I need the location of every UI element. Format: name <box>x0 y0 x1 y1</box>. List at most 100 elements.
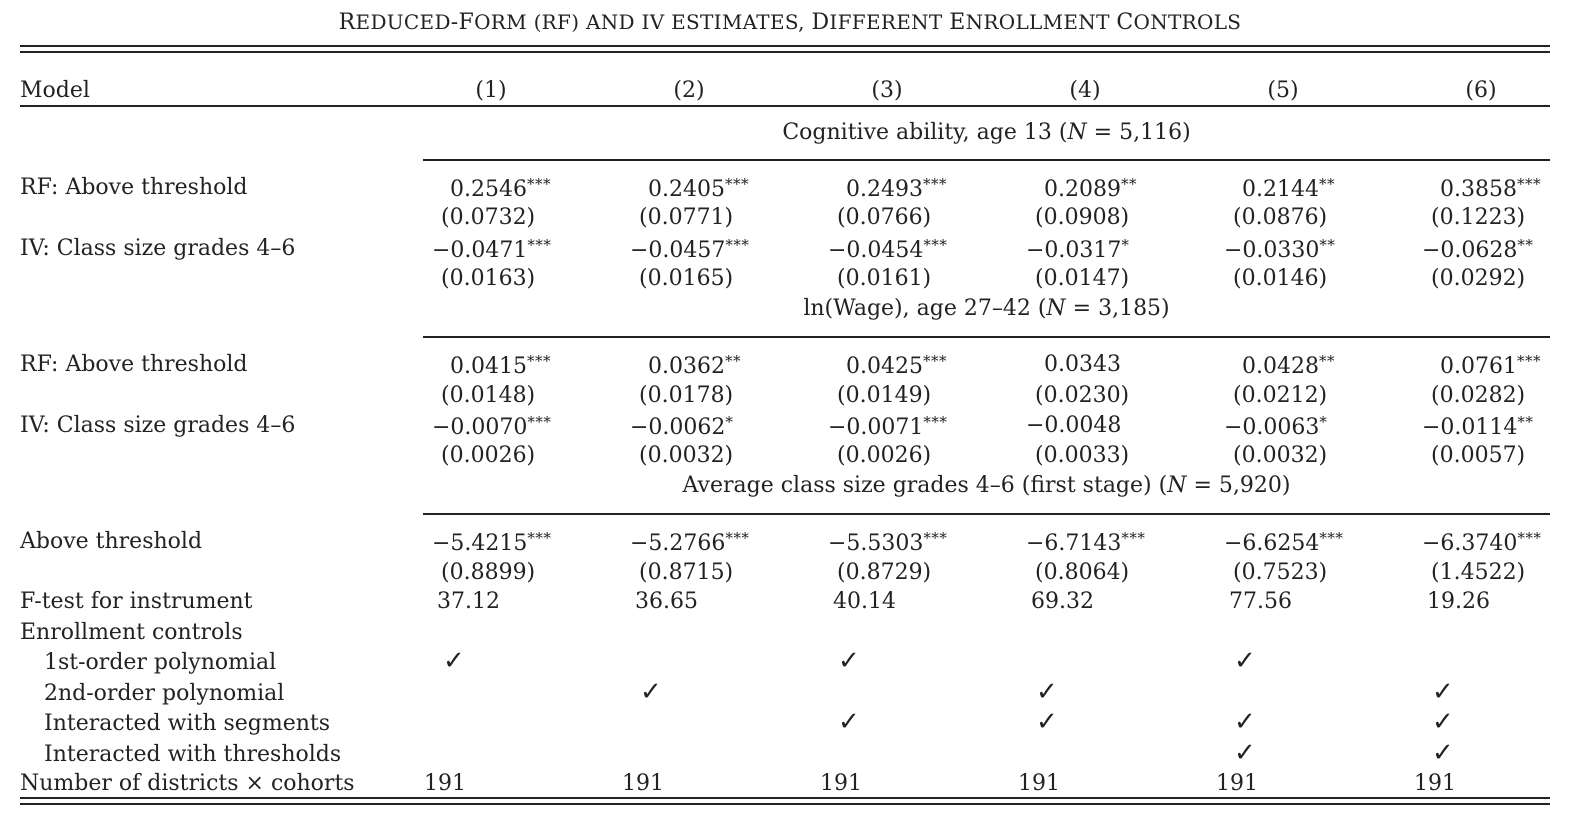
ftest-cell: 37.12 <box>437 589 500 614</box>
standard-error-cell: (0.0230) <box>1035 383 1130 408</box>
significance-stars: *** <box>725 529 750 547</box>
significance-stars: *** <box>1517 529 1542 547</box>
standard-error-cell: (0.8715) <box>639 560 734 585</box>
significance-stars: *** <box>1121 529 1146 547</box>
districts-cohorts-cell: 191 <box>820 771 862 796</box>
standard-error-cell: (0.0161) <box>837 266 932 291</box>
coef-value: −6.7143 <box>1026 531 1122 556</box>
coef-cell: −6.6254*** <box>1224 531 1343 555</box>
districts-cohorts-cell: 191 <box>424 771 466 796</box>
districts-cohorts-cell: 191 <box>1414 771 1456 796</box>
significance-stars: *** <box>724 175 749 193</box>
column-header-6: (6) <box>1465 78 1497 103</box>
coef-value: −0.0454 <box>828 238 924 263</box>
panel-heading-first-stage: Average class size grades 4–6 (first sta… <box>682 473 1291 498</box>
checkmark-icon: ✓ <box>1234 738 1256 768</box>
significance-stars: ** <box>1120 175 1137 193</box>
coef-cell: −0.0454*** <box>828 238 947 262</box>
panel-heading-wage: ln(Wage), age 27–42 (N = 3,185) <box>803 296 1170 321</box>
significance-stars: ** <box>1319 236 1336 254</box>
coef-value: −6.6254 <box>1224 531 1320 556</box>
ftest-cell: 77.56 <box>1229 589 1292 614</box>
checkmark-icon: ✓ <box>1432 738 1454 768</box>
checkmark-icon: ✓ <box>640 677 662 707</box>
coef-value: −0.0471 <box>432 238 528 263</box>
standard-error-cell: (0.0148) <box>441 383 536 408</box>
significance-stars: *** <box>526 175 551 193</box>
standard-error-cell: (0.0032) <box>1233 443 1328 468</box>
standard-error-cell: (0.0282) <box>1431 383 1526 408</box>
districts-cohorts-cell: 191 <box>622 771 664 796</box>
coef-value: 0.0362 <box>648 354 725 379</box>
row-label-seg: Interacted with segments <box>44 711 331 736</box>
standard-error-cell: (0.0908) <box>1035 205 1130 230</box>
checkmark-icon: ✓ <box>1036 707 1058 737</box>
standard-error-cell: (0.0165) <box>639 266 734 291</box>
standard-error-cell: (0.8899) <box>441 560 536 585</box>
coef-value: 0.2089 <box>1044 177 1121 202</box>
coef-value: −0.0330 <box>1224 238 1320 263</box>
standard-error-cell: (0.0292) <box>1431 266 1526 291</box>
coef-cell: −5.5303*** <box>828 531 947 555</box>
significance-stars: *** <box>922 352 947 370</box>
coef-cell: −0.0063* <box>1224 415 1327 439</box>
ftest-cell: 19.26 <box>1427 589 1490 614</box>
standard-error-cell: (0.0149) <box>837 383 932 408</box>
coef-value: −5.4215 <box>432 531 528 556</box>
coef-cell: −0.0114** <box>1422 415 1533 439</box>
coef-value: 0.0415 <box>450 354 527 379</box>
significance-stars: * <box>725 413 734 431</box>
coef-value: 0.0428 <box>1242 354 1319 379</box>
row-label-iv2: IV: Class size grades 4–6 <box>20 413 296 438</box>
standard-error-cell: (0.0057) <box>1431 443 1526 468</box>
row-label-rf2: RF: Above threshold <box>20 352 248 377</box>
coef-cell: 0.0362** <box>648 354 741 378</box>
coef-cell: 0.2405*** <box>648 177 749 201</box>
bottom-rule-1 <box>20 797 1550 799</box>
coef-value: 0.2546 <box>450 177 527 202</box>
checkmark-icon: ✓ <box>1234 707 1256 737</box>
coef-value: 0.0425 <box>846 354 923 379</box>
standard-error-cell: (0.0163) <box>441 266 536 291</box>
top-rule-2 <box>20 51 1550 53</box>
coef-cell: 0.3858*** <box>1440 177 1541 201</box>
checkmark-icon: ✓ <box>838 646 860 676</box>
standard-error-cell: (0.0146) <box>1233 266 1328 291</box>
coef-value: −0.0457 <box>630 238 726 263</box>
ftest-cell: 36.65 <box>635 589 698 614</box>
ftest-cell: 69.32 <box>1031 589 1094 614</box>
significance-stars: *** <box>1516 352 1541 370</box>
significance-stars: ** <box>1517 413 1534 431</box>
row-label-iv1: IV: Class size grades 4–6 <box>20 236 296 261</box>
coef-cell: 0.0425*** <box>846 354 947 378</box>
coef-value: 0.2144 <box>1242 177 1319 202</box>
coef-value: −0.0070 <box>432 415 528 440</box>
column-header-5: (5) <box>1267 78 1299 103</box>
standard-error-cell: (0.0178) <box>639 383 734 408</box>
coef-value: 0.2405 <box>648 177 725 202</box>
significance-stars: *** <box>527 529 552 547</box>
significance-stars: *** <box>1319 529 1344 547</box>
coef-cell: −0.0071*** <box>828 415 947 439</box>
significance-stars: *** <box>725 236 750 254</box>
coef-value: 0.2493 <box>846 177 923 202</box>
coef-cell: 0.0428** <box>1242 354 1335 378</box>
header-rule <box>20 105 1550 107</box>
coef-cell: 0.0343 <box>1044 354 1121 376</box>
districts-cohorts-cell: 191 <box>1018 771 1060 796</box>
coef-cell: −0.0070*** <box>432 415 551 439</box>
standard-error-cell: (0.0732) <box>441 205 536 230</box>
coef-cell: −0.0330** <box>1224 238 1335 262</box>
coef-value: −5.5303 <box>828 531 924 556</box>
coef-cell: −5.4215*** <box>432 531 551 555</box>
row-label-ndc: Number of districts × cohorts <box>20 771 355 796</box>
column-header-4: (4) <box>1069 78 1101 103</box>
coef-cell: −0.0048 <box>1026 415 1121 437</box>
significance-stars: *** <box>923 529 948 547</box>
standard-error-cell: (0.0026) <box>837 443 932 468</box>
standard-error-cell: (0.0026) <box>441 443 536 468</box>
significance-stars: ** <box>1517 236 1534 254</box>
standard-error-cell: (0.1223) <box>1431 205 1526 230</box>
significance-stars: ** <box>1318 352 1335 370</box>
panel-rule-wage <box>423 336 1550 338</box>
